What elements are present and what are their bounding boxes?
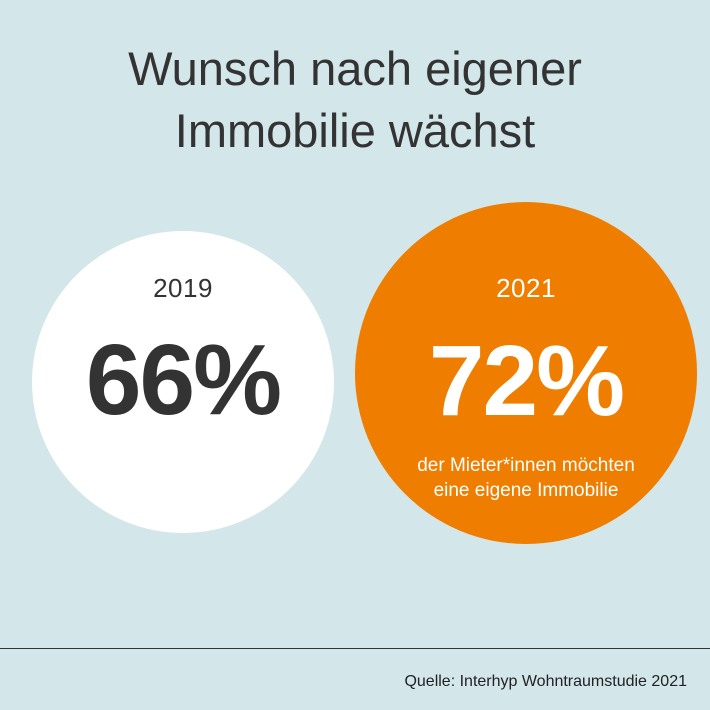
title-line-2: Immobilie wächst [174, 104, 536, 157]
caption-line-2: eine eigene Immobilie [433, 480, 619, 501]
source-note: Quelle: Interhyp Wohntraumstudie 2021 [404, 673, 687, 690]
circle-2019: 2019 66% [32, 231, 334, 533]
circle-2021: 2021 72% der Mieter*innen möchten eine e… [355, 202, 697, 544]
page-title: Wunsch nach eigener Immobilie wächst [0, 38, 710, 162]
year-label-2019: 2019 [153, 273, 213, 303]
footer-divider [0, 648, 710, 649]
year-label-2021: 2021 [496, 273, 556, 303]
percent-caption: der Mieter*innen möchten eine eigene Imm… [376, 453, 676, 503]
title-line-1: Wunsch nach eigener [128, 42, 582, 95]
percent-value-2019: 66% [85, 324, 282, 436]
caption-line-1: der Mieter*innen möchten [417, 455, 635, 476]
percent-value-2021: 72% [428, 325, 625, 437]
